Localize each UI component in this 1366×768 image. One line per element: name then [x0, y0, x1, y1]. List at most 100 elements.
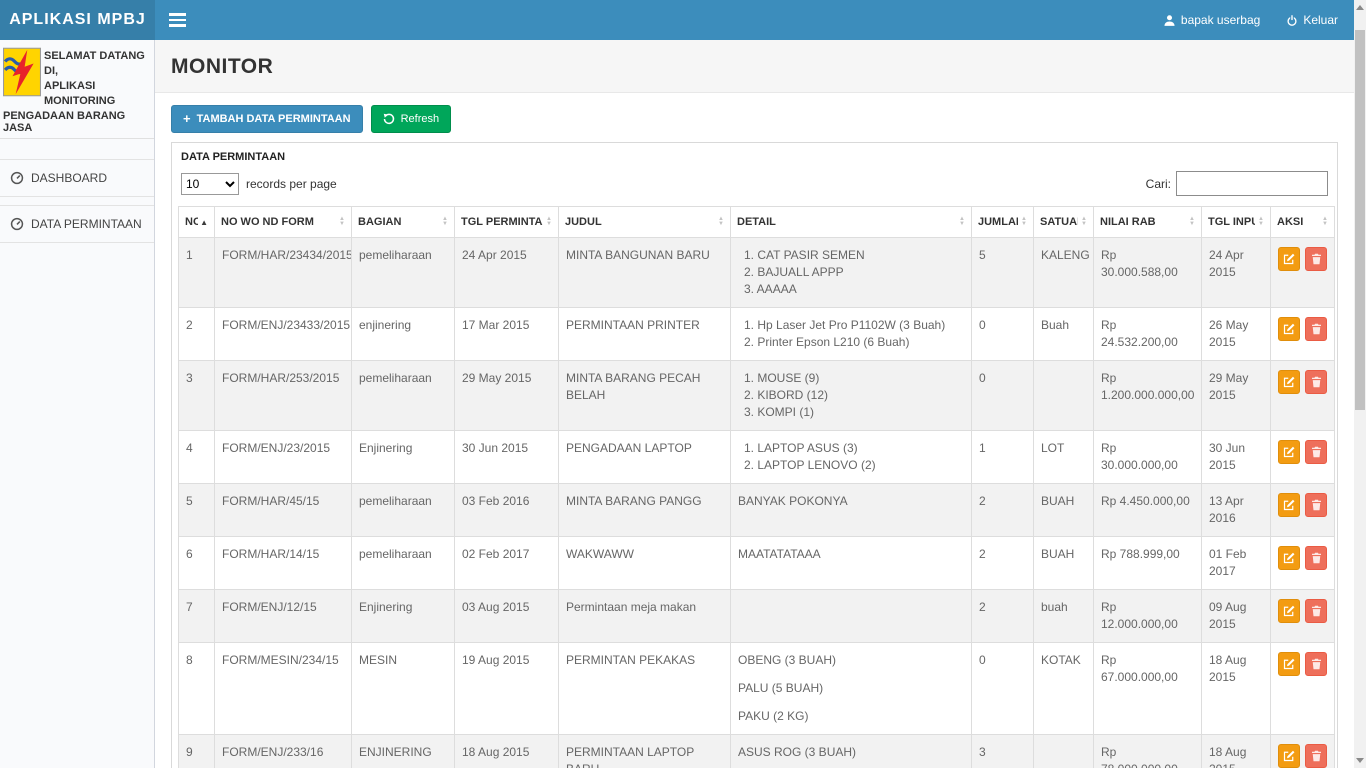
table-body: 1 FORM/HAR/23434/2015 pemeliharaan 24 Apr 2… [178, 237, 1335, 768]
cell-satuan: KALENG [1033, 237, 1094, 308]
cell-nilai-rab: Rp 24.532.200,00 [1093, 307, 1202, 361]
cell-bagian: pemeliharaan [351, 360, 455, 431]
pencil-square-icon [1283, 658, 1295, 670]
cell-no: 2 [178, 307, 215, 361]
scrollbar-track[interactable] [1354, 15, 1366, 753]
sidebar-item-dashboard[interactable]: DASHBOARD [0, 159, 154, 198]
tambah-data-button[interactable]: + TAMBAH DATA PERMINTAAN [171, 105, 363, 133]
edit-button[interactable] [1278, 744, 1300, 768]
cell-tgl-permintaan: 03 Aug 2015 [454, 589, 559, 643]
dashboard-gauge-icon [10, 218, 24, 231]
delete-button[interactable] [1305, 370, 1327, 394]
edit-button[interactable] [1278, 546, 1300, 570]
table-row: 7 FORM/ENJ/12/15 Enjinering 03 Aug 2015 Perm… [178, 589, 1335, 643]
cell-bagian: pemeliharaan [351, 237, 455, 308]
user-name: bapak userbag [1180, 13, 1261, 27]
edit-button[interactable] [1278, 247, 1300, 271]
edit-button[interactable] [1278, 599, 1300, 623]
column-label: TGL PERMINTAAN [461, 216, 543, 228]
trash-icon [1311, 499, 1321, 511]
delete-button[interactable] [1305, 744, 1327, 768]
records-per-page-select[interactable]: 10 [181, 172, 239, 195]
cell-satuan: BUAH [1033, 536, 1094, 590]
scrollbar-thumb[interactable] [1355, 30, 1365, 410]
edit-button[interactable] [1278, 317, 1300, 341]
records-per-page: 10 records per page [181, 172, 337, 195]
edit-button[interactable] [1278, 370, 1300, 394]
search-input[interactable] [1176, 171, 1328, 196]
cell-form: FORM/ENJ/23/2015 [214, 430, 352, 484]
cell-judul: WAKWAWW [558, 536, 731, 590]
column-header-aksi[interactable]: AKSI ▲ ▼ [1270, 206, 1335, 238]
hamburger-menu-icon[interactable] [155, 0, 199, 40]
delete-button[interactable] [1305, 652, 1327, 676]
welcome-line: APLIKASI [44, 79, 96, 92]
cell-detail: MAATATATAAA [730, 536, 972, 590]
cell-form: FORM/MESIN/234/15 [214, 642, 352, 735]
user-menu[interactable]: bapak userbag [1163, 13, 1260, 27]
sidebar-item-data-permintaan[interactable]: DATA PERMINTAAN [0, 205, 154, 244]
plus-icon: + [183, 111, 191, 126]
column-header-no-wo-nd-form[interactable]: NO WO ND FORM ▲ ▼ [214, 206, 352, 238]
delete-button[interactable] [1305, 440, 1327, 464]
cell-tgl-input: 26 May 2015 [1201, 307, 1271, 361]
detail-item: 2. BAJUALL APPP [744, 265, 844, 279]
column-header-judul[interactable]: JUDUL ▲ ▼ [558, 206, 731, 238]
edit-button[interactable] [1278, 493, 1300, 517]
delete-button[interactable] [1305, 599, 1327, 623]
cell-jumlah: 0 [971, 307, 1034, 361]
data-permintaan-panel: DATA PERMINTAAN 10 records per page Cari… [171, 142, 1338, 768]
records-per-page-label: records per page [246, 176, 337, 191]
delete-button[interactable] [1305, 546, 1327, 570]
trash-icon [1311, 750, 1321, 762]
welcome-text: SELAMAT DATANG DI, APLIKASI MONITORING [44, 47, 151, 108]
cell-nilai-rab: Rp 1.200.000.000,00 [1093, 360, 1202, 431]
content-header: MONITOR [155, 40, 1354, 93]
column-header-no[interactable]: NO▲ [178, 206, 215, 238]
column-label: AKSI [1277, 216, 1304, 228]
cell-bagian: pemeliharaan [351, 536, 455, 590]
cell-no: 7 [178, 589, 215, 643]
column-header-tgl-input[interactable]: TGL INPUT▲▼ [1201, 206, 1271, 238]
scroll-up-button[interactable] [1354, 0, 1366, 15]
column-header-satuan[interactable]: SATUAN▲▼ [1033, 206, 1094, 238]
column-header-bagian[interactable]: BAGIAN ▲ ▼ [351, 206, 455, 238]
cell-jumlah: 2 [971, 536, 1034, 590]
logout-button[interactable]: Keluar [1286, 13, 1338, 27]
delete-button[interactable] [1305, 247, 1327, 271]
column-header-jumlah[interactable]: JUMLAH▲▼ [971, 206, 1034, 238]
scroll-down-button[interactable] [1354, 753, 1366, 768]
column-header-detail[interactable]: DETAIL ▲ ▼ [730, 206, 972, 238]
pln-logo [3, 47, 41, 97]
cell-jumlah: 2 [971, 483, 1034, 537]
column-label: TGL INPUT [1208, 216, 1255, 228]
top-navbar: APLIKASI MPBJ bapak userbag [0, 0, 1354, 40]
column-header-nilai-rab[interactable]: NILAI RAB ▲ ▼ [1093, 206, 1202, 238]
edit-button[interactable] [1278, 652, 1300, 676]
logout-label: Keluar [1303, 13, 1338, 27]
sort-icon: ▲ ▼ [1189, 216, 1195, 227]
page-scrollbar[interactable] [1354, 0, 1366, 768]
delete-button[interactable] [1305, 493, 1327, 517]
cell-tgl-input: 13 Apr 2016 [1201, 483, 1271, 537]
column-label: JUDUL [565, 216, 602, 228]
column-header-tgl-permintaan[interactable]: TGL PERMINTAAN▲▼ [454, 206, 559, 238]
cell-no: 5 [178, 483, 215, 537]
cell-satuan: Buah [1033, 307, 1094, 361]
cell-aksi [1270, 734, 1335, 768]
cell-judul: Permintaan meja makan [558, 589, 731, 643]
delete-button[interactable] [1305, 317, 1327, 341]
edit-button[interactable] [1278, 440, 1300, 464]
cell-tgl-permintaan: 17 Mar 2015 [454, 307, 559, 361]
table-row: 6 FORM/HAR/14/15 pemeliharaan 02 Feb 2017 WA… [178, 536, 1335, 590]
row-actions [1278, 440, 1327, 464]
refresh-button[interactable]: Refresh [370, 105, 452, 133]
cell-tgl-permintaan: 24 Apr 2015 [454, 237, 559, 308]
cell-tgl-permintaan: 30 Jun 2015 [454, 430, 559, 484]
cell-nilai-rab: Rp 78.000.000,00 [1093, 734, 1202, 768]
sort-icon: ▲ ▼ [1322, 216, 1328, 227]
cell-nilai-rab: Rp 67.000.000,00 [1093, 642, 1202, 735]
cell-no: 9 [178, 734, 215, 768]
cell-aksi [1270, 483, 1335, 537]
cell-satuan: KOTAK [1033, 642, 1094, 735]
